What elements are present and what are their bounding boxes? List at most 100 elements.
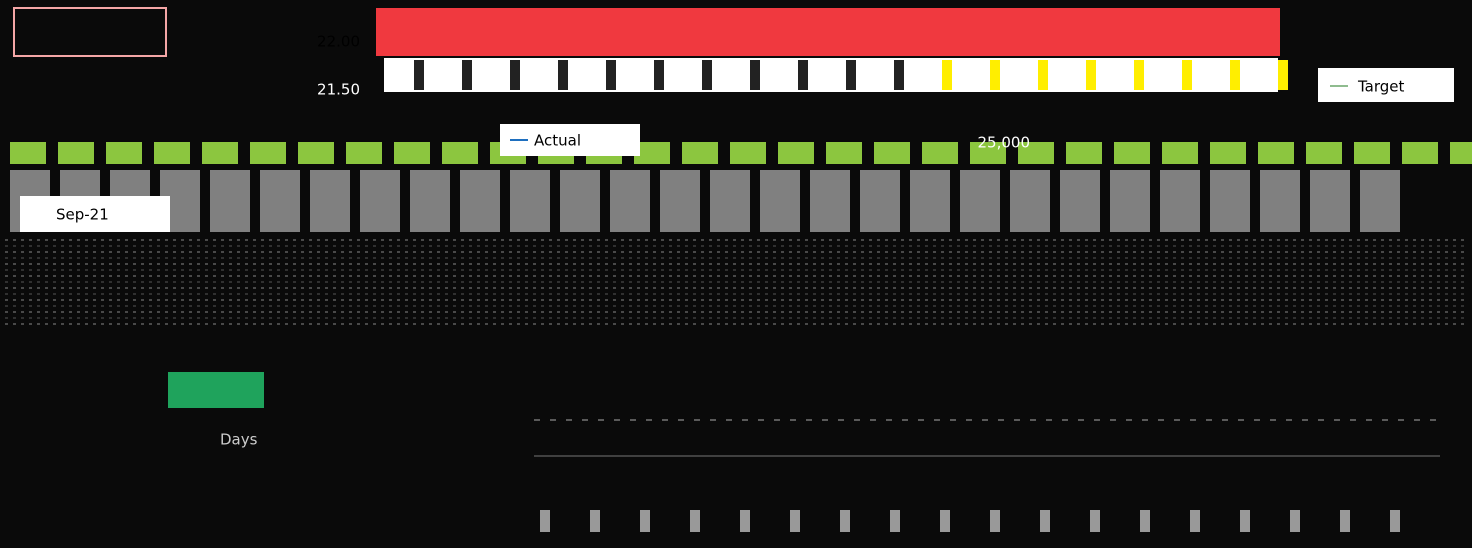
green-tile — [634, 142, 670, 164]
tick-glyph — [740, 510, 750, 532]
gray-block — [1260, 170, 1300, 232]
yellow-block — [702, 60, 712, 90]
gray-block — [210, 170, 250, 232]
yellow-block — [942, 60, 952, 90]
gray-block — [310, 170, 350, 232]
green-tile — [970, 142, 1006, 164]
tick-glyph — [640, 510, 650, 532]
yellow-block — [1086, 60, 1096, 90]
white-band — [384, 58, 1278, 92]
green-tile — [58, 142, 94, 164]
yellow-block — [990, 60, 1000, 90]
gray-block — [1310, 170, 1350, 232]
tick-glyph — [990, 510, 1000, 532]
value-label: 25,000 — [978, 134, 1031, 152]
gray-block — [810, 170, 850, 232]
axis-label: 22.00 — [317, 33, 360, 51]
green-block — [168, 372, 264, 408]
green-tile — [1114, 142, 1150, 164]
green-tile — [154, 142, 190, 164]
decorations — [5, 60, 1472, 532]
legend-label: Actual — [534, 132, 581, 150]
green-tile — [874, 142, 910, 164]
green-tile — [1066, 142, 1102, 164]
tick-glyph — [540, 510, 550, 532]
gray-block — [660, 170, 700, 232]
gray-block — [1060, 170, 1100, 232]
tick-glyph — [890, 510, 900, 532]
tick-glyph — [1140, 510, 1150, 532]
yellow-block — [558, 60, 568, 90]
gray-block — [1010, 170, 1050, 232]
green-tile — [1306, 142, 1342, 164]
yellow-block — [846, 60, 856, 90]
green-tile — [682, 142, 718, 164]
gray-block — [410, 170, 450, 232]
yellow-block — [1038, 60, 1048, 90]
tick-glyph — [1040, 510, 1050, 532]
tick-glyph — [1290, 510, 1300, 532]
gray-block — [260, 170, 300, 232]
green-tile — [1162, 142, 1198, 164]
gray-block — [1110, 170, 1150, 232]
red-band — [376, 8, 1280, 56]
green-tile — [442, 142, 478, 164]
gray-block — [560, 170, 600, 232]
green-tile — [1402, 142, 1438, 164]
gray-block — [1210, 170, 1250, 232]
yellow-block — [462, 60, 472, 90]
gray-block — [1360, 170, 1400, 232]
tick-glyph — [1190, 510, 1200, 532]
gray-block — [460, 170, 500, 232]
gray-block — [1160, 170, 1200, 232]
gray-block — [760, 170, 800, 232]
yellow-block — [510, 60, 520, 90]
green-tile — [1258, 142, 1294, 164]
tick-glyph — [1340, 510, 1350, 532]
gray-block — [360, 170, 400, 232]
frame — [13, 7, 167, 57]
gray-block — [610, 170, 650, 232]
green-tile — [106, 142, 142, 164]
green-tile — [298, 142, 334, 164]
date-label: Sep-21 — [56, 206, 109, 224]
yellow-block — [1278, 60, 1288, 90]
green-tile — [1210, 142, 1246, 164]
gray-block — [960, 170, 1000, 232]
tick-glyph — [1090, 510, 1100, 532]
yellow-block — [894, 60, 904, 90]
green-tile — [730, 142, 766, 164]
tick-glyph — [1240, 510, 1250, 532]
gray-block — [860, 170, 900, 232]
yellow-block — [1182, 60, 1192, 90]
green-tile — [250, 142, 286, 164]
green-tile — [1450, 142, 1472, 164]
green-tile — [10, 142, 46, 164]
tick-glyph — [690, 510, 700, 532]
green-tile — [1354, 142, 1390, 164]
tick-glyph — [590, 510, 600, 532]
yellow-block — [414, 60, 424, 90]
yellow-block — [1134, 60, 1144, 90]
yellow-block — [654, 60, 664, 90]
tick-glyph — [1390, 510, 1400, 532]
date-box — [20, 196, 170, 232]
tick-glyph — [790, 510, 800, 532]
yellow-block — [1230, 60, 1240, 90]
gray-block — [710, 170, 750, 232]
gray-block — [910, 170, 950, 232]
green-tile — [922, 142, 958, 164]
axis-label: 21.50 — [317, 81, 360, 99]
green-tile — [346, 142, 382, 164]
green-tile — [202, 142, 238, 164]
yellow-block — [798, 60, 808, 90]
green-tile — [394, 142, 430, 164]
axis-title: Days — [220, 431, 258, 449]
yellow-block — [606, 60, 616, 90]
green-tile — [778, 142, 814, 164]
legend-label: Target — [1357, 78, 1405, 96]
green-tile — [826, 142, 862, 164]
tick-glyph — [940, 510, 950, 532]
